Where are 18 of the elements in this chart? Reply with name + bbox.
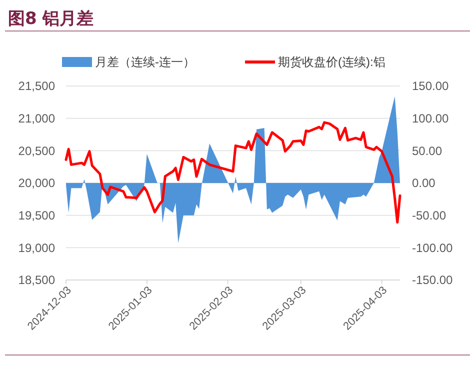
y2-tick-label: 50.00: [412, 144, 442, 158]
y-tick-label: 19,000: [18, 240, 56, 255]
y2-tick-label: -100.00: [412, 240, 454, 255]
chart-title: 图8 铝月差: [8, 9, 94, 29]
y-tick-label: 20,000: [18, 176, 56, 190]
y2-tick-label: 0.00: [412, 176, 436, 190]
legend-label: 月差（连续-连一）: [95, 55, 195, 70]
y-tick-label: 20,500: [18, 144, 56, 158]
y-tick-label: 18,500: [18, 273, 56, 288]
y2-tick-label: 100.00: [412, 112, 450, 126]
y-tick-label: 21,000: [18, 112, 56, 126]
y2-tick-label: 150.00: [412, 79, 450, 94]
y2-tick-label: -50.00: [412, 208, 446, 223]
y-tick-label: 21,500: [18, 79, 56, 94]
line-series: [64, 121, 402, 224]
legend-label: 期货收盘价(连续):铝: [278, 55, 386, 70]
y-tick-label: 19,500: [18, 208, 56, 223]
y2-tick-label: -150.00: [412, 273, 454, 288]
